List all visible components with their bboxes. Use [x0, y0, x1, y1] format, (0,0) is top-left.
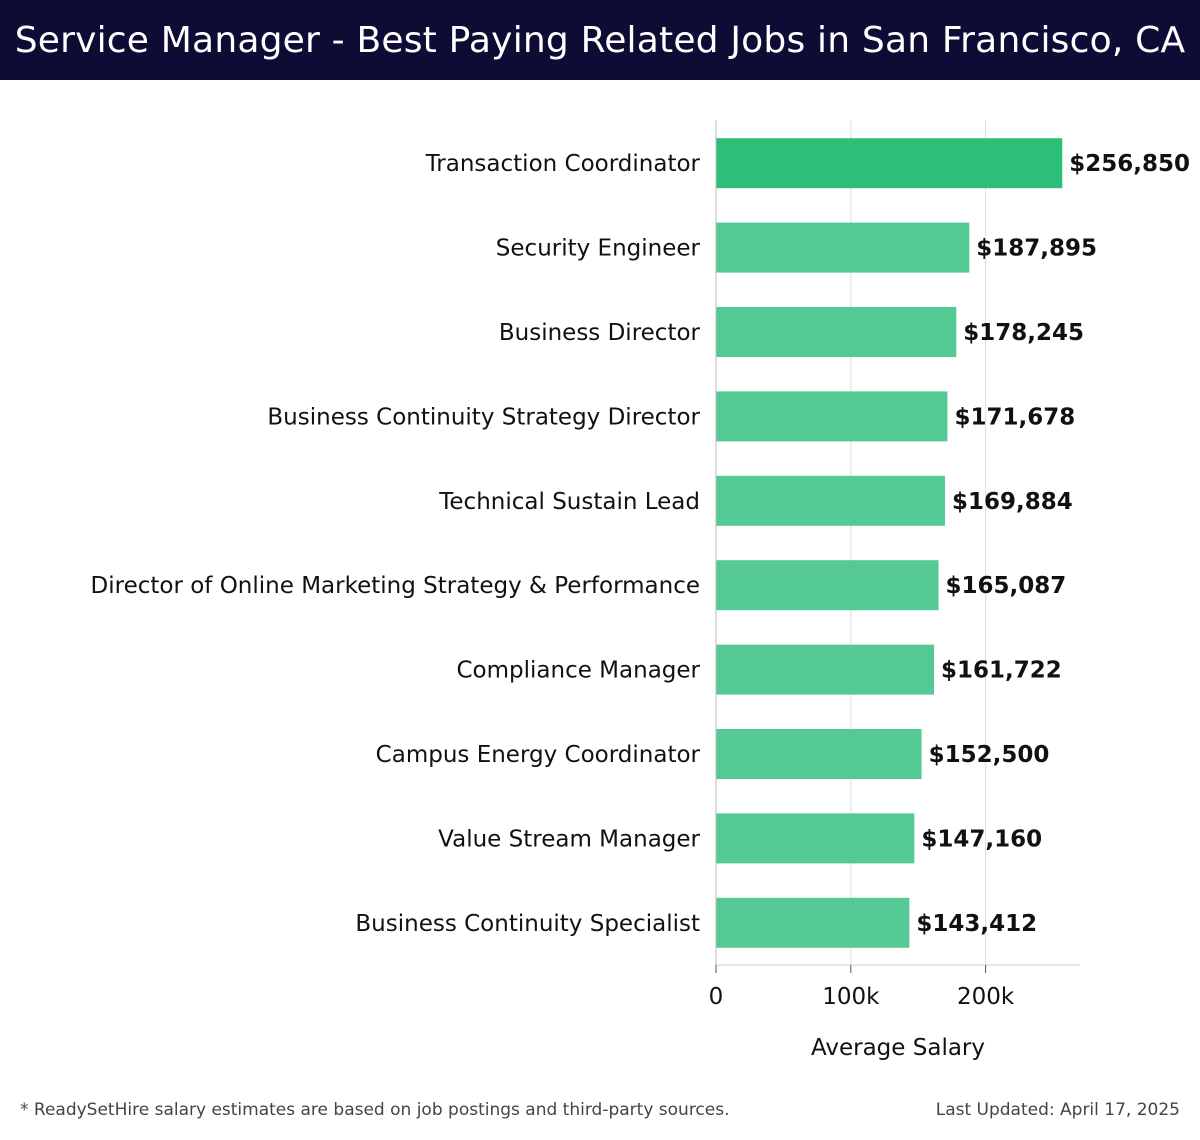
salary-bar-chart: Transaction Coordinator $256,850 Security … [91, 120, 1190, 1061]
bar [716, 391, 948, 442]
bar [716, 897, 910, 948]
category-label: Technical Sustain Lead [438, 489, 700, 515]
category-label: Business Continuity Strategy Director [267, 404, 700, 430]
data-label: $161,722 [941, 658, 1062, 684]
bar [716, 560, 939, 611]
category-label: Campus Energy Coordinator [376, 742, 701, 768]
bar [716, 729, 922, 779]
footer-note: * ReadySetHire salary estimates are base… [20, 1100, 730, 1120]
data-label: $169,884 [952, 489, 1073, 515]
category-label: Business Director [499, 320, 701, 346]
data-label: $143,412 [916, 911, 1037, 937]
category-label: Value Stream Manager [438, 826, 700, 852]
bar [716, 644, 935, 695]
x-tick-label: 200k [957, 984, 1015, 1010]
x-tick-label: 100k [822, 984, 880, 1010]
bar [716, 138, 1063, 189]
category-label: Security Engineer [496, 236, 701, 262]
page-title: Service Manager - Best Paying Related Jo… [14, 19, 1186, 61]
data-label: $165,087 [946, 573, 1067, 599]
category-label: Business Continuity Specialist [355, 911, 700, 937]
data-label: $187,895 [976, 236, 1097, 262]
data-label: $178,245 [963, 320, 1084, 346]
x-tick-label: 0 [709, 984, 724, 1010]
data-label: $171,678 [954, 404, 1075, 430]
bar [716, 307, 957, 357]
category-label: Transaction Coordinator [425, 151, 701, 177]
data-label: $147,160 [921, 826, 1042, 852]
category-label: Director of Online Marketing Strategy & … [91, 573, 700, 599]
category-label: Compliance Manager [456, 658, 700, 684]
bar [716, 475, 946, 526]
last-updated: Last Updated: April 17, 2025 [935, 1100, 1180, 1120]
data-label: $152,500 [929, 742, 1050, 768]
bar [716, 222, 970, 273]
data-label: $256,850 [1069, 151, 1190, 177]
bar [716, 813, 915, 864]
x-axis-title: Average Salary [811, 1035, 985, 1061]
chart-title-banner: Service Manager - Best Paying Related Jo… [0, 0, 1200, 80]
